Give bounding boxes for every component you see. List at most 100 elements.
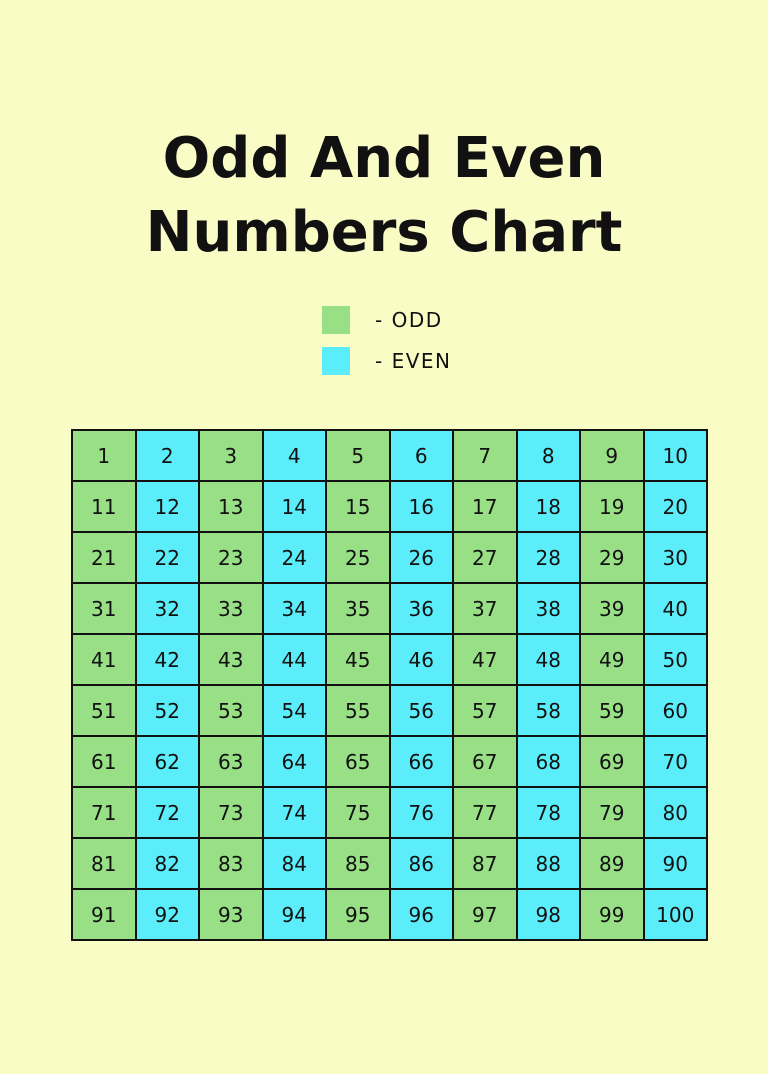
even-swatch bbox=[322, 347, 350, 375]
odd-number-cell: 21 bbox=[71, 531, 137, 584]
even-number-cell: 8 bbox=[515, 429, 581, 482]
even-number-cell: 70 bbox=[642, 735, 708, 788]
even-number-cell: 42 bbox=[134, 633, 200, 686]
grid-row: 41 42 43 44 45 46 47 48 49 50 bbox=[71, 633, 708, 686]
even-number-cell: 62 bbox=[134, 735, 200, 788]
odd-number-cell: 45 bbox=[325, 633, 391, 686]
odd-number-cell: 23 bbox=[198, 531, 264, 584]
legend-label-even: - EVEN bbox=[375, 349, 452, 373]
odd-number-cell: 7 bbox=[452, 429, 518, 482]
grid-row: 11 12 13 14 15 16 17 18 19 20 bbox=[71, 480, 708, 533]
even-number-cell: 6 bbox=[388, 429, 454, 482]
odd-number-cell: 43 bbox=[198, 633, 264, 686]
even-number-cell: 86 bbox=[388, 837, 454, 890]
even-number-cell: 22 bbox=[134, 531, 200, 584]
even-number-cell: 90 bbox=[642, 837, 708, 890]
even-number-cell: 56 bbox=[388, 684, 454, 737]
odd-number-cell: 89 bbox=[579, 837, 645, 890]
grid-row: 21 22 23 24 25 26 27 28 29 30 bbox=[71, 531, 708, 584]
even-number-cell: 4 bbox=[261, 429, 327, 482]
odd-number-cell: 91 bbox=[71, 888, 137, 941]
even-number-cell: 94 bbox=[261, 888, 327, 941]
even-number-cell: 66 bbox=[388, 735, 454, 788]
odd-number-cell: 19 bbox=[579, 480, 645, 533]
even-number-cell: 100 bbox=[642, 888, 708, 941]
odd-number-cell: 13 bbox=[198, 480, 264, 533]
even-number-cell: 46 bbox=[388, 633, 454, 686]
even-number-cell: 30 bbox=[642, 531, 708, 584]
odd-number-cell: 65 bbox=[325, 735, 391, 788]
even-number-cell: 52 bbox=[134, 684, 200, 737]
title-line-2: Numbers Chart bbox=[145, 200, 623, 265]
even-number-cell: 32 bbox=[134, 582, 200, 635]
legend-item-even: - EVEN bbox=[322, 347, 452, 375]
odd-number-cell: 69 bbox=[579, 735, 645, 788]
even-number-cell: 10 bbox=[642, 429, 708, 482]
even-number-cell: 38 bbox=[515, 582, 581, 635]
odd-number-cell: 9 bbox=[579, 429, 645, 482]
odd-number-cell: 59 bbox=[579, 684, 645, 737]
even-number-cell: 72 bbox=[134, 786, 200, 839]
even-number-cell: 48 bbox=[515, 633, 581, 686]
odd-number-cell: 63 bbox=[198, 735, 264, 788]
even-number-cell: 74 bbox=[261, 786, 327, 839]
odd-number-cell: 93 bbox=[198, 888, 264, 941]
even-number-cell: 2 bbox=[134, 429, 200, 482]
odd-number-cell: 15 bbox=[325, 480, 391, 533]
odd-number-cell: 29 bbox=[579, 531, 645, 584]
even-number-cell: 16 bbox=[388, 480, 454, 533]
odd-number-cell: 53 bbox=[198, 684, 264, 737]
odd-number-cell: 17 bbox=[452, 480, 518, 533]
odd-number-cell: 61 bbox=[71, 735, 137, 788]
even-number-cell: 28 bbox=[515, 531, 581, 584]
even-number-cell: 54 bbox=[261, 684, 327, 737]
odd-number-cell: 31 bbox=[71, 582, 137, 635]
even-number-cell: 24 bbox=[261, 531, 327, 584]
odd-number-cell: 87 bbox=[452, 837, 518, 890]
odd-number-cell: 67 bbox=[452, 735, 518, 788]
even-number-cell: 18 bbox=[515, 480, 581, 533]
even-number-cell: 84 bbox=[261, 837, 327, 890]
odd-number-cell: 5 bbox=[325, 429, 391, 482]
odd-swatch bbox=[322, 306, 350, 334]
title-line-1: Odd And Even bbox=[162, 126, 606, 191]
odd-number-cell: 3 bbox=[198, 429, 264, 482]
odd-number-cell: 97 bbox=[452, 888, 518, 941]
legend-label-odd: - ODD bbox=[375, 308, 443, 332]
odd-number-cell: 95 bbox=[325, 888, 391, 941]
legend-item-odd: - ODD bbox=[322, 306, 452, 334]
odd-number-cell: 83 bbox=[198, 837, 264, 890]
odd-number-cell: 55 bbox=[325, 684, 391, 737]
even-number-cell: 88 bbox=[515, 837, 581, 890]
odd-number-cell: 51 bbox=[71, 684, 137, 737]
page-title: Odd And Even Numbers Chart bbox=[0, 122, 768, 270]
grid-row: 81 82 83 84 85 86 87 88 89 90 bbox=[71, 837, 708, 890]
odd-number-cell: 27 bbox=[452, 531, 518, 584]
odd-number-cell: 47 bbox=[452, 633, 518, 686]
grid-row: 71 72 73 74 75 76 77 78 79 80 bbox=[71, 786, 708, 839]
even-number-cell: 58 bbox=[515, 684, 581, 737]
grid-row: 91 92 93 94 95 96 97 98 99 100 bbox=[71, 888, 708, 941]
odd-number-cell: 11 bbox=[71, 480, 137, 533]
even-number-cell: 14 bbox=[261, 480, 327, 533]
even-number-cell: 40 bbox=[642, 582, 708, 635]
even-number-cell: 44 bbox=[261, 633, 327, 686]
even-number-cell: 98 bbox=[515, 888, 581, 941]
even-number-cell: 60 bbox=[642, 684, 708, 737]
odd-number-cell: 79 bbox=[579, 786, 645, 839]
even-number-cell: 78 bbox=[515, 786, 581, 839]
even-number-cell: 82 bbox=[134, 837, 200, 890]
even-number-cell: 26 bbox=[388, 531, 454, 584]
even-number-cell: 96 bbox=[388, 888, 454, 941]
odd-number-cell: 25 bbox=[325, 531, 391, 584]
even-number-cell: 34 bbox=[261, 582, 327, 635]
odd-number-cell: 73 bbox=[198, 786, 264, 839]
grid-row: 31 32 33 34 35 36 37 38 39 40 bbox=[71, 582, 708, 635]
odd-number-cell: 37 bbox=[452, 582, 518, 635]
odd-number-cell: 75 bbox=[325, 786, 391, 839]
odd-number-cell: 1 bbox=[71, 429, 137, 482]
odd-number-cell: 39 bbox=[579, 582, 645, 635]
even-number-cell: 20 bbox=[642, 480, 708, 533]
legend: - ODD - EVEN bbox=[322, 306, 452, 388]
odd-number-cell: 71 bbox=[71, 786, 137, 839]
